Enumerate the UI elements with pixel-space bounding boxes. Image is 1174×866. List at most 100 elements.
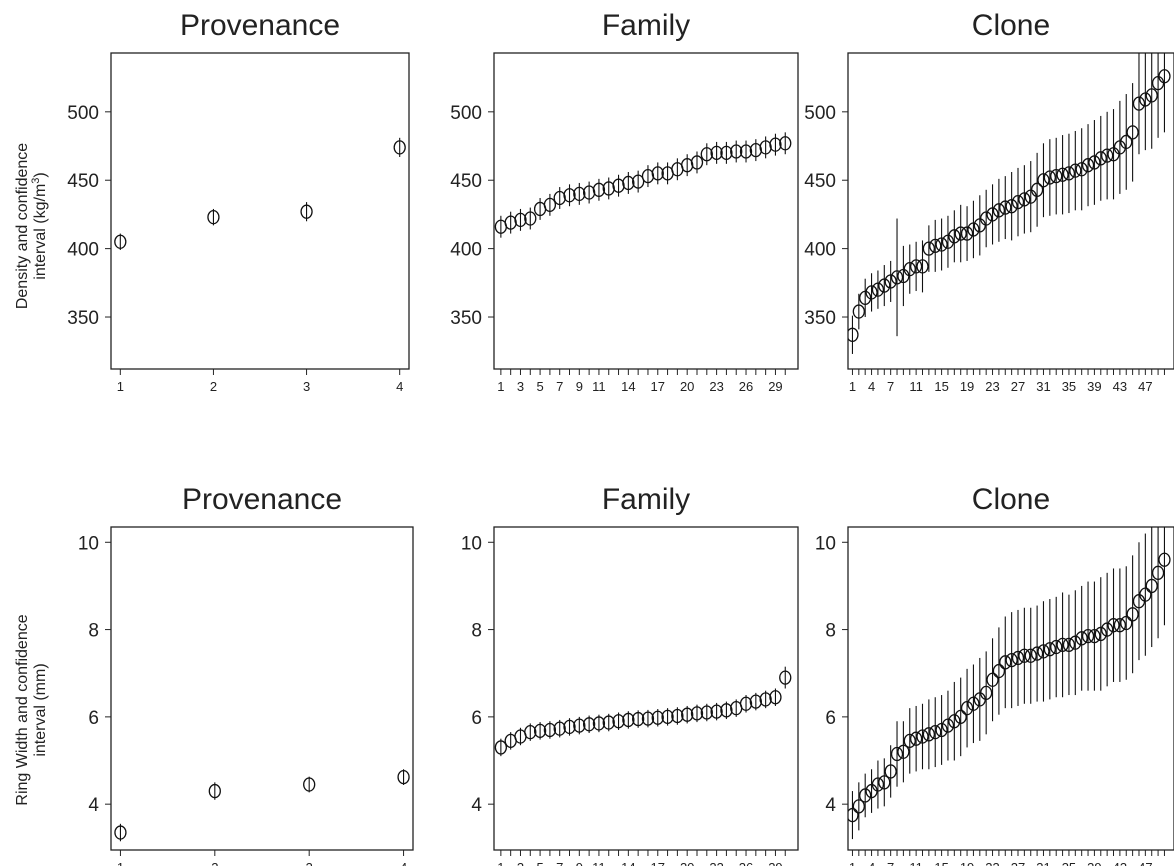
y-tick-label: 6	[471, 708, 482, 729]
data-point	[1100, 148, 1114, 163]
data-point	[563, 188, 576, 203]
data-point	[641, 711, 655, 726]
data-point	[941, 234, 955, 249]
y-tick-label: 6	[825, 708, 836, 729]
data-point	[948, 714, 961, 729]
x-tick-label: 4	[868, 860, 875, 866]
data-point	[922, 241, 936, 256]
data-point	[1126, 125, 1139, 140]
data-point	[848, 327, 859, 342]
data-point	[948, 229, 961, 244]
data-point	[1062, 166, 1076, 181]
y-tick-label: 10	[461, 533, 482, 554]
data-point	[999, 200, 1012, 215]
data-point	[929, 724, 942, 740]
plot-frame	[493, 52, 799, 370]
x-tick-label: 3	[517, 860, 524, 866]
x-tick-label: 2	[210, 379, 217, 394]
x-tick-label: 19	[960, 860, 974, 866]
x-tick-label: 3	[517, 379, 524, 394]
data-point	[393, 140, 406, 155]
data-point	[661, 709, 674, 725]
data-point	[967, 696, 980, 711]
x-tick-label: 11	[592, 860, 606, 866]
data-point	[992, 203, 1006, 218]
y-tick-label: 500	[67, 103, 99, 124]
data-point	[563, 719, 576, 735]
data-point	[1088, 155, 1101, 170]
data-point	[582, 717, 596, 732]
x-tick-label: 1	[849, 860, 856, 866]
data-point	[543, 197, 557, 212]
data-point	[1050, 639, 1063, 655]
data-point	[967, 222, 980, 237]
data-point	[1088, 628, 1101, 644]
data-point	[514, 212, 527, 228]
data-point	[1139, 92, 1152, 107]
data-point	[592, 716, 606, 731]
y-tick-label: 500	[804, 103, 836, 124]
y-tick-label: 8	[825, 621, 836, 642]
data-point	[710, 704, 723, 719]
data-point	[980, 685, 993, 701]
data-point	[1005, 652, 1018, 668]
data-point	[710, 145, 723, 161]
data-point	[779, 670, 792, 685]
x-tick-label: 31	[1036, 379, 1050, 394]
y-tick-label: 10	[78, 533, 99, 554]
data-point	[208, 783, 221, 799]
data-point	[303, 777, 316, 792]
data-point	[1120, 615, 1133, 631]
data-point	[553, 721, 566, 736]
x-tick-label: 23	[709, 860, 723, 866]
x-tick-label: 3	[306, 860, 313, 866]
data-point	[1100, 622, 1114, 637]
plot-frame	[110, 526, 414, 851]
x-tick-label: 1	[849, 379, 856, 394]
data-point	[1081, 158, 1095, 173]
data-point	[916, 729, 929, 744]
y-tick-label: 400	[804, 240, 836, 261]
data-point	[720, 145, 733, 161]
x-tick-label: 11	[909, 379, 923, 394]
panel-title: Clone	[972, 483, 1050, 516]
x-tick-label: 11	[592, 379, 606, 394]
data-point	[769, 690, 782, 705]
row1-ylabel-sup: 3	[30, 178, 42, 184]
data-point	[1094, 626, 1107, 642]
data-point	[207, 210, 220, 225]
panel-title: Family	[602, 483, 690, 516]
y-tick-label: 350	[804, 308, 836, 329]
x-tick-label: 26	[739, 379, 753, 394]
y-tick-label: 450	[450, 171, 482, 192]
y-tick-label: 8	[88, 621, 99, 642]
data-marks	[848, 527, 1171, 840]
data-point	[700, 705, 713, 720]
data-point	[1113, 618, 1127, 633]
x-tick-label: 5	[536, 860, 543, 866]
data-point	[922, 727, 936, 742]
y-tick-label: 350	[67, 308, 99, 329]
x-tick-label: 2	[211, 860, 218, 866]
y-tick-label: 4	[825, 795, 836, 816]
data-point	[935, 237, 948, 252]
data-point	[524, 211, 537, 226]
y-tick-label: 400	[450, 240, 482, 261]
data-point	[300, 204, 313, 219]
data-point	[1018, 192, 1031, 207]
y-tick-label: 6	[88, 708, 99, 729]
data-point	[903, 733, 916, 749]
data-point	[533, 723, 547, 738]
data-point	[1018, 648, 1031, 663]
data-point	[759, 692, 772, 707]
x-tick-label: 20	[680, 379, 694, 394]
row1-ylabel-close: )	[32, 172, 49, 177]
chart-panel-2: Family 350 400 450 500 1 3 5 7 9 11 14 17 20 23 26 29	[450, 9, 799, 394]
data-point	[980, 211, 993, 226]
x-tick-label: 35	[1062, 860, 1076, 866]
data-point	[1069, 635, 1082, 650]
data-point	[1056, 637, 1069, 653]
data-point	[632, 174, 645, 189]
